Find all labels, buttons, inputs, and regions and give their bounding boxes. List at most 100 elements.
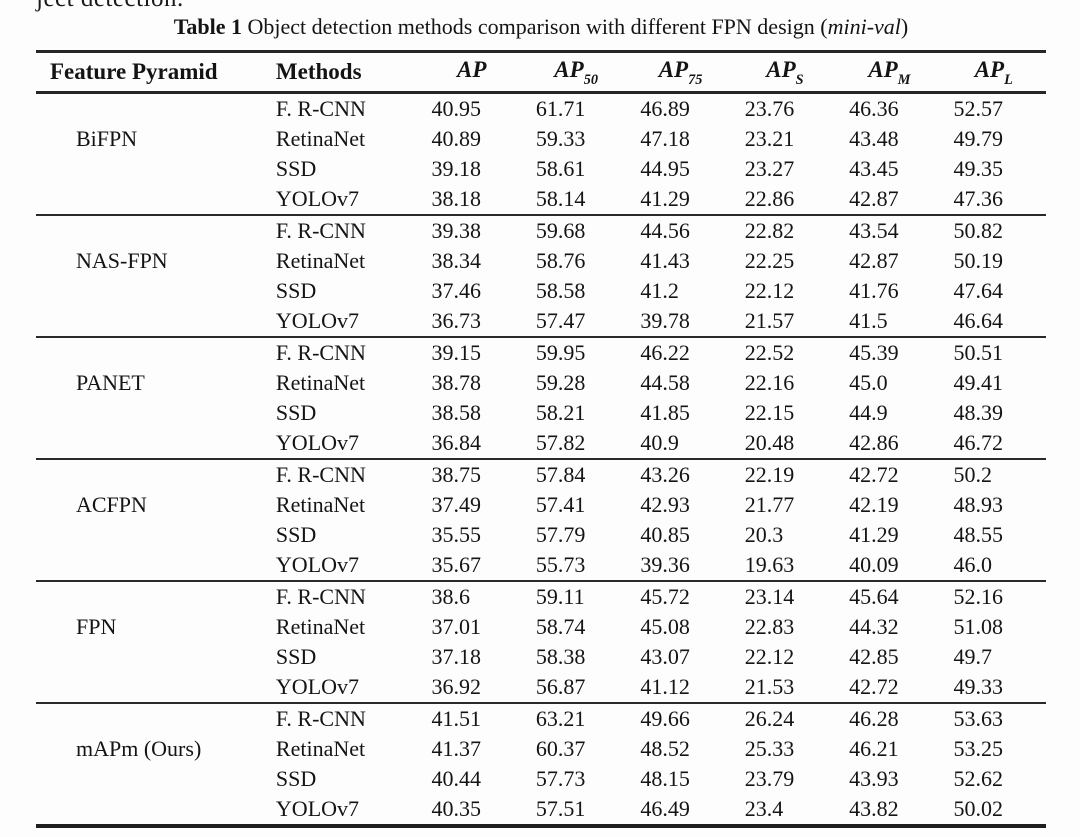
metric-cell: 23.21 [744, 126, 795, 151]
metric-cell: 41.12 [640, 674, 690, 699]
caption-body: Object detection methods comparison with… [242, 14, 828, 39]
method-cell: F. R-CNN [275, 584, 366, 609]
method-cell: RetinaNet [275, 736, 366, 761]
table-row: RetinaNet 38.34 58.76 41.43 22.25 42.87 50.19 [36, 246, 1046, 276]
table-group: ACFPN F. R-CNN 38.75 57.84 43.26 22.19 42.72 50… [36, 459, 1046, 581]
metric-cell: 44.95 [640, 156, 690, 181]
col-header-apm: APM [868, 56, 911, 89]
metric-cell: 42.86 [849, 430, 899, 455]
col-header-ap: AP [457, 56, 487, 82]
col-header-methods: Methods [275, 59, 362, 84]
table-group: mAPm (Ours) F. R-CNN 41.51 63.21 49.66 26.24 4… [36, 703, 1046, 826]
metric-cell: 43.45 [849, 156, 899, 181]
metric-cell: 46.21 [849, 736, 899, 761]
metric-cell: 23.79 [744, 766, 795, 791]
metric-cell: 60.37 [535, 736, 586, 761]
feature-pyramid-label: ACFPN [76, 492, 147, 517]
metric-cell: 41.76 [849, 278, 899, 303]
metric-cell: 58.21 [535, 400, 586, 425]
metric-cell: 39.78 [640, 308, 690, 333]
table-row: SSD 37.46 58.58 41.2 22.12 41.76 47.64 [36, 276, 1046, 306]
metric-cell: 58.61 [535, 156, 586, 181]
table-group: BiFPN F. R-CNN 40.95 61.71 46.89 23.76 46.36 52… [36, 93, 1046, 215]
metric-cell: 46.89 [640, 96, 690, 121]
metric-cell: 41.43 [640, 248, 690, 273]
table-row: SSD 39.18 58.61 44.95 23.27 43.45 49.35 [36, 154, 1046, 184]
metric-cell: 47.18 [640, 126, 690, 151]
metric-cell: 57.47 [535, 308, 586, 333]
method-cell: F. R-CNN [275, 96, 366, 121]
metric-cell: 49.41 [953, 370, 1004, 395]
metric-cell: 22.15 [744, 400, 795, 425]
table-header: Feature Pyramid Methods AP AP50 AP75 APS… [36, 52, 1046, 93]
metric-cell: 22.16 [744, 370, 795, 395]
method-cell: YOLOv7 [275, 430, 360, 455]
metric-cell: 49.79 [953, 126, 1004, 151]
metric-cell: 58.58 [535, 278, 586, 303]
metric-cell: 47.36 [953, 186, 1004, 211]
metric-cell: 43.26 [640, 462, 690, 487]
metric-cell: 46.22 [640, 340, 690, 365]
metric-cell: 52.16 [953, 584, 1004, 609]
metric-cell: 42.87 [849, 186, 899, 211]
metric-cell: 42.72 [849, 674, 899, 699]
metric-cell: 59.95 [535, 340, 586, 365]
metric-cell: 58.38 [535, 644, 586, 669]
method-cell: YOLOv7 [275, 674, 360, 699]
col-header-feature-pyramid: Feature Pyramid [50, 59, 218, 84]
method-cell: SSD [275, 400, 317, 425]
metric-cell: 26.24 [744, 706, 795, 731]
metric-cell: 40.44 [431, 766, 482, 791]
metric-cell: 50.19 [953, 248, 1004, 273]
metric-cell: 49.66 [640, 706, 690, 731]
metric-cell: 43.48 [849, 126, 899, 151]
table-group: NAS-FPN F. R-CNN 39.38 59.68 44.56 22.82 43.54… [36, 215, 1046, 337]
metric-cell: 22.19 [744, 462, 795, 487]
metric-cell: 38.58 [431, 400, 482, 425]
method-cell: F. R-CNN [275, 340, 366, 365]
metric-cell: 41.51 [431, 706, 482, 731]
metric-cell: 37.18 [431, 644, 482, 669]
method-cell: YOLOv7 [275, 308, 360, 333]
method-cell: SSD [275, 766, 317, 791]
method-cell: SSD [275, 278, 317, 303]
metric-cell: 21.53 [744, 674, 795, 699]
metric-cell: 39.15 [431, 340, 482, 365]
method-cell: RetinaNet [275, 614, 366, 639]
metric-cell: 48.55 [953, 522, 1004, 547]
metric-cell: 22.82 [744, 218, 795, 243]
table-row: YOLOv7 40.35 57.51 46.49 23.4 43.82 50.02 [36, 794, 1046, 826]
table-row: SSD 35.55 57.79 40.85 20.3 41.29 48.55 [36, 520, 1046, 550]
metric-cell: 37.01 [431, 614, 482, 639]
metric-cell: 41.29 [640, 186, 690, 211]
metric-cell: 43.93 [849, 766, 899, 791]
metric-cell: 43.54 [849, 218, 899, 243]
metric-cell: 40.9 [640, 430, 679, 455]
table-row: RetinaNet 38.78 59.28 44.58 22.16 45.0 49.41 [36, 368, 1046, 398]
metric-cell: 20.48 [744, 430, 795, 455]
metric-cell: 58.74 [535, 614, 586, 639]
metric-cell: 42.72 [849, 462, 899, 487]
metric-cell: 22.83 [744, 614, 795, 639]
method-cell: RetinaNet [275, 248, 366, 273]
metric-cell: 58.14 [535, 186, 586, 211]
metric-cell: 39.38 [431, 218, 482, 243]
metric-cell: 59.11 [535, 584, 585, 609]
metric-cell: 38.34 [431, 248, 482, 273]
table-row: SSD 38.58 58.21 41.85 22.15 44.9 48.39 [36, 398, 1046, 428]
method-cell: YOLOv7 [275, 796, 360, 821]
feature-pyramid-label: mAPm (Ours) [76, 736, 202, 761]
feature-pyramid-label: FPN [76, 614, 117, 639]
metric-cell: 53.63 [953, 706, 1004, 731]
metric-cell: 56.87 [535, 674, 586, 699]
method-cell: SSD [275, 644, 317, 669]
metric-cell: 38.6 [431, 584, 471, 609]
metric-cell: 48.39 [953, 400, 1004, 425]
table-row: FPN F. R-CNN 38.6 59.11 45.72 23.14 45.64 52.16 [36, 581, 1046, 639]
metric-cell: 57.51 [535, 796, 586, 821]
metric-cell: 35.55 [431, 522, 482, 547]
metric-cell: 57.84 [535, 462, 586, 487]
metric-cell: 22.86 [744, 186, 795, 211]
metric-cell: 37.46 [431, 278, 482, 303]
